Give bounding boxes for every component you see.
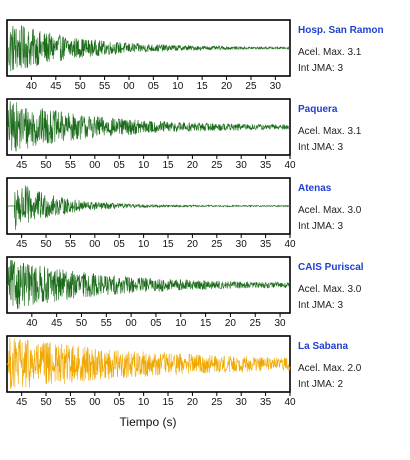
x-tick-label: 30 [236, 160, 248, 171]
x-tick-label: 15 [162, 239, 174, 250]
x-tick-label: 20 [187, 160, 199, 171]
x-tick-label: 15 [162, 397, 174, 408]
x-tick-label: 20 [187, 239, 199, 250]
x-tick-label: 55 [65, 239, 77, 250]
panel-2: 45 50 55 00 05 10 15 20 25 30 35 40 Atenas Acel. Max.… [6, 177, 362, 250]
x-tick-label: 45 [51, 318, 63, 329]
x-tick-label: 30 [236, 239, 248, 250]
max-acceleration-label: Acel. Max. 3.0 [298, 284, 362, 295]
x-tick-label: 25 [211, 160, 223, 171]
x-tick-label: 25 [250, 318, 262, 329]
x-tick-label: 25 [211, 239, 223, 250]
x-tick-label: 15 [200, 318, 212, 329]
panel-3: 40 45 50 55 00 05 10 15 20 25 30 CAIS Puriscal Acel.… [6, 256, 364, 329]
x-tick-label: 50 [75, 81, 87, 92]
max-acceleration-label: Acel. Max. 3.1 [298, 47, 362, 58]
station-name: Hosp. San Ramon [298, 25, 384, 36]
station-name: Paquera [298, 104, 338, 115]
panel-4: 45 50 55 00 05 10 15 20 25 30 35 40 La Sabana Acel. M… [6, 335, 362, 408]
x-tick-label: 00 [89, 239, 101, 250]
waveform-trace [6, 185, 291, 230]
station-name: Atenas [298, 183, 332, 194]
x-tick-label: 20 [225, 318, 237, 329]
x-tick-label: 40 [26, 318, 38, 329]
station-name: CAIS Puriscal [298, 262, 364, 273]
x-tick-label: 40 [26, 81, 38, 92]
x-tick-label: 00 [89, 160, 101, 171]
x-tick-label: 35 [260, 160, 272, 171]
panel-1: 45 50 55 00 05 10 15 20 25 30 35 40 Paquera Acel. Max… [6, 98, 362, 171]
x-tick-label: 45 [50, 81, 62, 92]
max-acceleration-label: Acel. Max. 3.0 [298, 205, 362, 216]
jma-intensity-label: Int JMA: 3 [298, 221, 343, 232]
x-tick-label: 05 [114, 160, 126, 171]
x-tick-label: 50 [40, 239, 52, 250]
x-tick-label: 10 [138, 397, 150, 408]
max-acceleration-label: Acel. Max. 2.0 [298, 363, 362, 374]
panel-0: 40 45 50 55 00 05 10 15 20 25 30 Hosp. San Ramon Ace… [6, 19, 384, 92]
waveform-trace [6, 24, 291, 72]
max-acceleration-label: Acel. Max. 3.1 [298, 126, 362, 137]
x-tick-label: 55 [65, 397, 77, 408]
waveform-trace [6, 101, 291, 152]
jma-intensity-label: Int JMA: 3 [298, 63, 343, 74]
x-tick-label: 25 [211, 397, 223, 408]
x-tick-label: 05 [114, 397, 126, 408]
x-tick-label: 15 [162, 160, 174, 171]
x-tick-label: 00 [126, 318, 138, 329]
x-axis-label: Tiempo (s) [120, 415, 177, 429]
x-tick-label: 55 [65, 160, 77, 171]
x-tick-label: 50 [76, 318, 88, 329]
x-tick-label: 05 [150, 318, 162, 329]
x-tick-label: 40 [284, 160, 296, 171]
jma-intensity-label: Int JMA: 3 [298, 300, 343, 311]
x-tick-label: 05 [114, 239, 126, 250]
panels-group: 40 45 50 55 00 05 10 15 20 25 30 Hosp. San Ramon Ace… [6, 19, 384, 408]
x-tick-label: 30 [236, 397, 248, 408]
x-tick-label: 10 [175, 318, 187, 329]
x-tick-label: 00 [123, 81, 135, 92]
x-tick-label: 45 [16, 397, 28, 408]
x-tick-label: 20 [221, 81, 233, 92]
x-tick-label: 55 [101, 318, 113, 329]
jma-intensity-label: Int JMA: 2 [298, 379, 343, 390]
waveform-trace [6, 337, 291, 390]
x-tick-label: 45 [16, 239, 28, 250]
x-tick-label: 55 [99, 81, 111, 92]
x-tick-label: 45 [16, 160, 28, 171]
x-tick-label: 10 [138, 239, 150, 250]
x-tick-label: 10 [138, 160, 150, 171]
x-tick-label: 40 [284, 239, 296, 250]
x-tick-label: 00 [89, 397, 101, 408]
x-tick-label: 35 [260, 397, 272, 408]
x-tick-label: 40 [284, 397, 296, 408]
x-tick-label: 10 [172, 81, 184, 92]
x-tick-label: 30 [270, 81, 282, 92]
x-tick-label: 05 [148, 81, 160, 92]
x-tick-label: 15 [197, 81, 209, 92]
x-tick-label: 50 [40, 397, 52, 408]
waveform-trace [6, 260, 291, 310]
x-tick-label: 30 [275, 318, 287, 329]
x-tick-label: 35 [260, 239, 272, 250]
station-name: La Sabana [298, 341, 348, 352]
x-tick-label: 20 [187, 397, 199, 408]
x-tick-label: 50 [40, 160, 52, 171]
x-tick-label: 25 [245, 81, 257, 92]
jma-intensity-label: Int JMA: 3 [298, 142, 343, 153]
